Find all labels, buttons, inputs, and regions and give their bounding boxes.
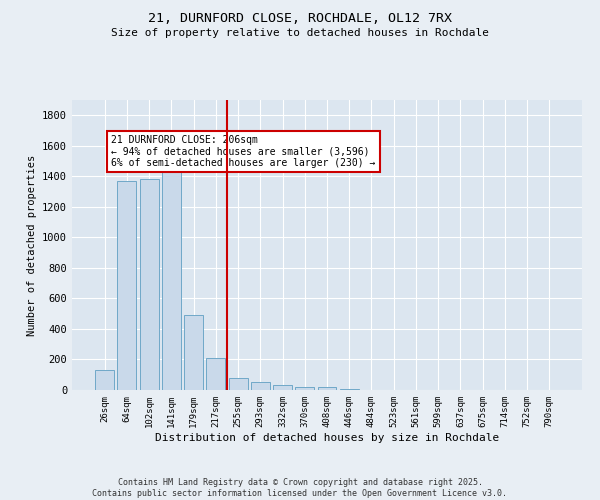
Text: Contains HM Land Registry data © Crown copyright and database right 2025.
Contai: Contains HM Land Registry data © Crown c… — [92, 478, 508, 498]
X-axis label: Distribution of detached houses by size in Rochdale: Distribution of detached houses by size … — [155, 432, 499, 442]
Bar — [340, 389, 359, 390]
Bar — [140, 180, 158, 390]
Y-axis label: Number of detached properties: Number of detached properties — [26, 154, 37, 336]
Bar — [206, 358, 225, 390]
Bar — [273, 386, 292, 390]
Bar — [118, 181, 136, 390]
Text: Size of property relative to detached houses in Rochdale: Size of property relative to detached ho… — [111, 28, 489, 38]
Bar — [317, 387, 337, 390]
Bar — [251, 382, 270, 390]
Bar — [95, 370, 114, 390]
Bar — [184, 315, 203, 390]
Bar — [295, 387, 314, 390]
Text: 21 DURNFORD CLOSE: 206sqm
← 94% of detached houses are smaller (3,596)
6% of sem: 21 DURNFORD CLOSE: 206sqm ← 94% of detac… — [112, 135, 376, 168]
Bar — [229, 378, 248, 390]
Bar — [162, 172, 181, 390]
Text: 21, DURNFORD CLOSE, ROCHDALE, OL12 7RX: 21, DURNFORD CLOSE, ROCHDALE, OL12 7RX — [148, 12, 452, 26]
